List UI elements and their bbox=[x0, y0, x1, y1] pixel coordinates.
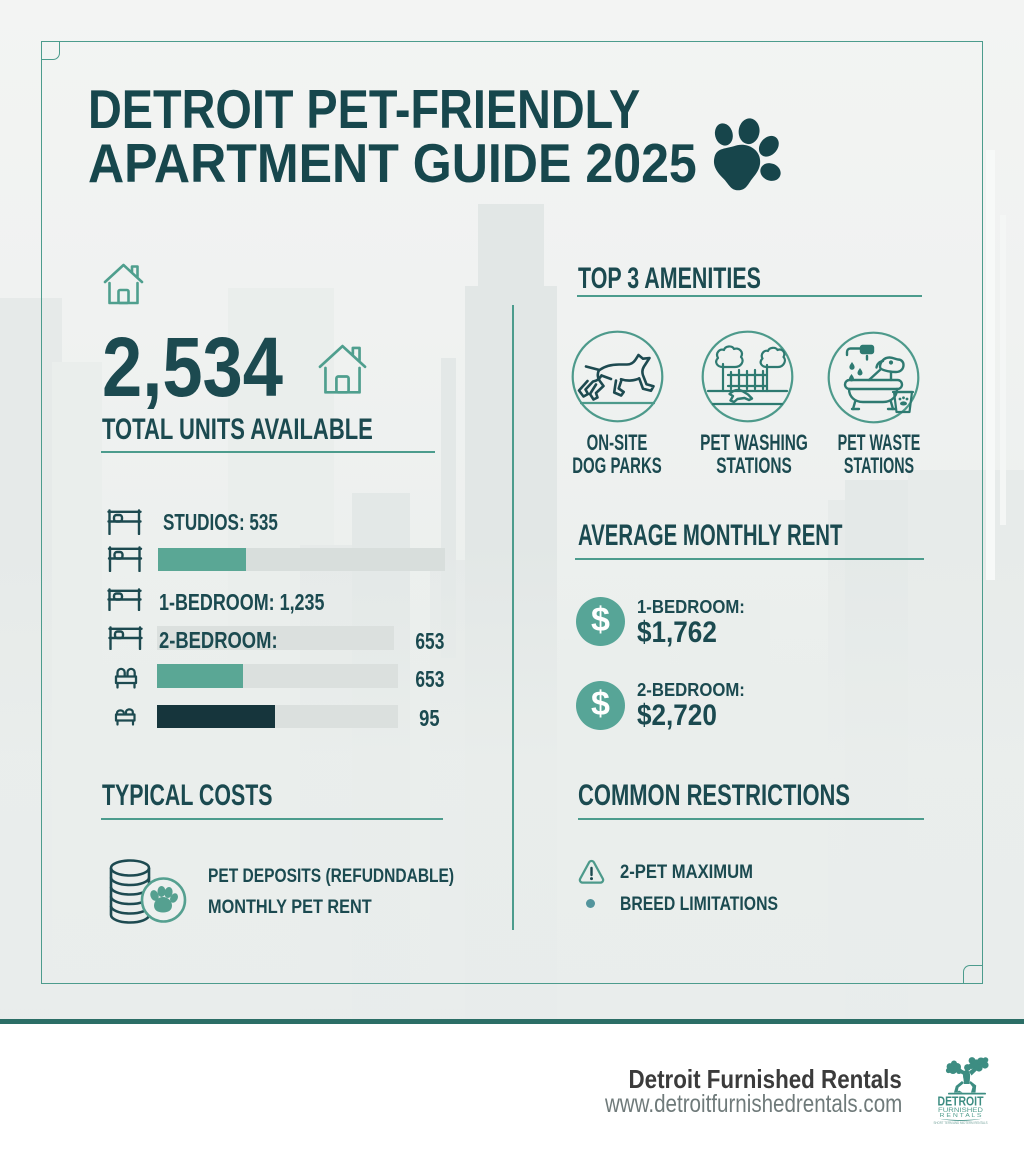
svg-text:DETROIT: DETROIT bbox=[938, 1094, 984, 1109]
svg-text:FURNISHED: FURNISHED bbox=[938, 1107, 983, 1114]
svg-text:SHORT TERM AND MIDTERM RENTALS: SHORT TERM AND MIDTERM RENTALS bbox=[934, 1121, 988, 1125]
svg-text:R E N T A L S: R E N T A L S bbox=[940, 1113, 983, 1119]
